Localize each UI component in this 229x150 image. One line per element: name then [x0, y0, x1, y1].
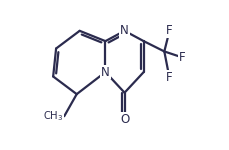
- Text: F: F: [165, 71, 172, 84]
- Text: CH$_3$: CH$_3$: [43, 109, 63, 123]
- Text: N: N: [101, 66, 109, 79]
- Text: F: F: [178, 51, 185, 64]
- Text: F: F: [165, 24, 172, 37]
- Text: O: O: [119, 113, 129, 126]
- Text: N: N: [120, 24, 128, 37]
